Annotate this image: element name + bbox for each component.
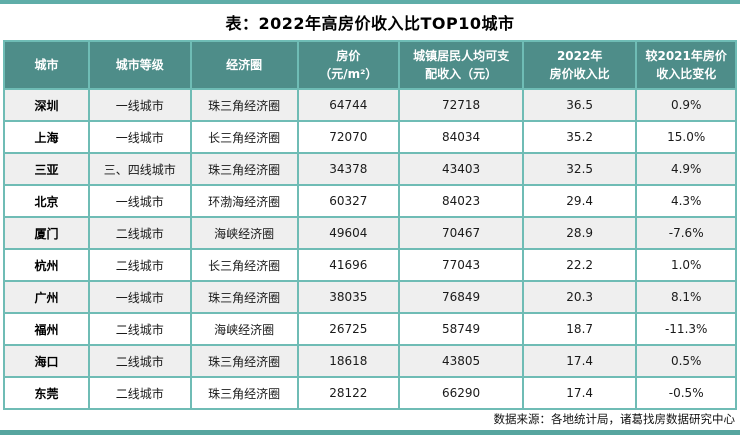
cell-price: 60327 bbox=[296, 184, 401, 218]
cell-tier: 一线城市 bbox=[87, 120, 192, 154]
column-header-price: 房价 （元/m²） bbox=[296, 40, 401, 90]
cell-tier: 一线城市 bbox=[87, 88, 192, 122]
cell-tier: 二线城市 bbox=[87, 216, 192, 250]
cell-tier: 二线城市 bbox=[87, 248, 192, 282]
table-row: 深圳 一线城市 珠三角经济圈 64744 72718 36.5 0.9% bbox=[3, 88, 737, 122]
cell-income: 77043 bbox=[398, 248, 524, 282]
bottom-accent-bar bbox=[0, 430, 740, 435]
cell-city: 福州 bbox=[3, 312, 90, 346]
cell-zone: 珠三角经济圈 bbox=[189, 344, 299, 378]
cell-city: 三亚 bbox=[3, 152, 90, 186]
cell-price: 41696 bbox=[296, 248, 401, 282]
table-header: 城市 城市等级 经济圈 房价 （元/m²） 城镇居民人均可支 配收入（元） 2022年 房… bbox=[3, 40, 737, 90]
cell-ratio: 35.2 bbox=[521, 120, 638, 154]
column-header-city: 城市 bbox=[3, 40, 90, 90]
table-row: 福州 二线城市 海峡经济圈 26725 58749 18.7 -11.3% bbox=[3, 312, 737, 346]
cell-zone: 海峡经济圈 bbox=[189, 216, 299, 250]
cell-tier: 三、四线城市 bbox=[87, 152, 192, 186]
cell-change: -11.3% bbox=[635, 312, 737, 346]
table-row: 广州 一线城市 珠三角经济圈 38035 76849 20.3 8.1% bbox=[3, 280, 737, 314]
cell-change: 15.0% bbox=[635, 120, 737, 154]
cell-price: 34378 bbox=[296, 152, 401, 186]
cell-price: 28122 bbox=[296, 376, 401, 410]
cell-change: 0.9% bbox=[635, 88, 737, 122]
cell-tier: 二线城市 bbox=[87, 376, 192, 410]
table-row: 杭州 二线城市 长三角经济圈 41696 77043 22.2 1.0% bbox=[3, 248, 737, 282]
cell-income: 66290 bbox=[398, 376, 524, 410]
cell-ratio: 36.5 bbox=[521, 88, 638, 122]
cell-change: 0.5% bbox=[635, 344, 737, 378]
top-accent-bar bbox=[0, 0, 740, 4]
column-header-change: 较2021年房价 收入比变化 bbox=[635, 40, 737, 90]
source-zone: 数据来源：各地统计局，诸葛找房数据研究中心 bbox=[0, 410, 740, 428]
table-row: 三亚 三、四线城市 珠三角经济圈 34378 43403 32.5 4.9% bbox=[3, 152, 737, 186]
cell-zone: 珠三角经济圈 bbox=[189, 280, 299, 314]
cell-ratio: 28.9 bbox=[521, 216, 638, 250]
cell-zone: 珠三角经济圈 bbox=[189, 376, 299, 410]
cell-income: 72718 bbox=[398, 88, 524, 122]
cell-tier: 二线城市 bbox=[87, 312, 192, 346]
cell-income: 43403 bbox=[398, 152, 524, 186]
cell-zone: 珠三角经济圈 bbox=[189, 152, 299, 186]
cell-ratio: 17.4 bbox=[521, 376, 638, 410]
header-row: 城市 城市等级 经济圈 房价 （元/m²） 城镇居民人均可支 配收入（元） 2022年 房… bbox=[3, 40, 737, 90]
cell-city: 深圳 bbox=[3, 88, 90, 122]
cell-zone: 珠三角经济圈 bbox=[189, 88, 299, 122]
cell-price: 38035 bbox=[296, 280, 401, 314]
cell-income: 84034 bbox=[398, 120, 524, 154]
top10-cities-table: 城市 城市等级 经济圈 房价 （元/m²） 城镇居民人均可支 配收入（元） 2022年 房… bbox=[3, 40, 737, 410]
cell-change: 8.1% bbox=[635, 280, 737, 314]
cell-price: 18618 bbox=[296, 344, 401, 378]
column-header-ratio: 2022年 房价收入比 bbox=[521, 40, 638, 90]
data-source-note: 数据来源：各地统计局，诸葛找房数据研究中心 bbox=[493, 412, 736, 426]
cell-city: 广州 bbox=[3, 280, 90, 314]
cell-zone: 长三角经济圈 bbox=[189, 120, 299, 154]
cell-zone: 长三角经济圈 bbox=[189, 248, 299, 282]
cell-price: 49604 bbox=[296, 216, 401, 250]
cell-price: 72070 bbox=[296, 120, 401, 154]
cell-tier: 一线城市 bbox=[87, 184, 192, 218]
cell-change: 1.0% bbox=[635, 248, 737, 282]
cell-city: 海口 bbox=[3, 344, 90, 378]
cell-city: 厦门 bbox=[3, 216, 90, 250]
cell-ratio: 32.5 bbox=[521, 152, 638, 186]
cell-change: 4.3% bbox=[635, 184, 737, 218]
cell-ratio: 18.7 bbox=[521, 312, 638, 346]
cell-ratio: 29.4 bbox=[521, 184, 638, 218]
cell-price: 64744 bbox=[296, 88, 401, 122]
table-row: 上海 一线城市 长三角经济圈 72070 84034 35.2 15.0% bbox=[3, 120, 737, 154]
cell-income: 76849 bbox=[398, 280, 524, 314]
table-row: 北京 一线城市 环渤海经济圈 60327 84023 29.4 4.3% bbox=[3, 184, 737, 218]
cell-change: 4.9% bbox=[635, 152, 737, 186]
table-row: 东莞 二线城市 珠三角经济圈 28122 66290 17.4 -0.5% bbox=[3, 376, 737, 410]
cell-income: 84023 bbox=[398, 184, 524, 218]
cell-city: 杭州 bbox=[3, 248, 90, 282]
cell-price: 26725 bbox=[296, 312, 401, 346]
cell-zone: 海峡经济圈 bbox=[189, 312, 299, 346]
cell-tier: 一线城市 bbox=[87, 280, 192, 314]
table-body: 深圳 一线城市 珠三角经济圈 64744 72718 36.5 0.9% 上海 一线城市 长三角经… bbox=[3, 88, 737, 410]
cell-change: -7.6% bbox=[635, 216, 737, 250]
table-row: 海口 二线城市 珠三角经济圈 18618 43805 17.4 0.5% bbox=[3, 344, 737, 378]
cell-zone: 环渤海经济圈 bbox=[189, 184, 299, 218]
table-wrapper: 城市 城市等级 经济圈 房价 （元/m²） 城镇居民人均可支 配收入（元） 2022年 房… bbox=[0, 40, 740, 410]
cell-ratio: 20.3 bbox=[521, 280, 638, 314]
cell-change: -0.5% bbox=[635, 376, 737, 410]
title-zone: 表：2022年高房价收入比TOP10城市 bbox=[0, 4, 740, 40]
cell-city: 上海 bbox=[3, 120, 90, 154]
cell-income: 58749 bbox=[398, 312, 524, 346]
cell-city: 东莞 bbox=[3, 376, 90, 410]
column-header-zone: 经济圈 bbox=[189, 40, 299, 90]
column-header-tier: 城市等级 bbox=[87, 40, 192, 90]
cell-city: 北京 bbox=[3, 184, 90, 218]
page-title: 表：2022年高房价收入比TOP10城市 bbox=[225, 14, 515, 33]
cell-ratio: 22.2 bbox=[521, 248, 638, 282]
cell-ratio: 17.4 bbox=[521, 344, 638, 378]
cell-tier: 二线城市 bbox=[87, 344, 192, 378]
table-row: 厦门 二线城市 海峡经济圈 49604 70467 28.9 -7.6% bbox=[3, 216, 737, 250]
column-header-income: 城镇居民人均可支 配收入（元） bbox=[398, 40, 524, 90]
cell-income: 70467 bbox=[398, 216, 524, 250]
cell-income: 43805 bbox=[398, 344, 524, 378]
